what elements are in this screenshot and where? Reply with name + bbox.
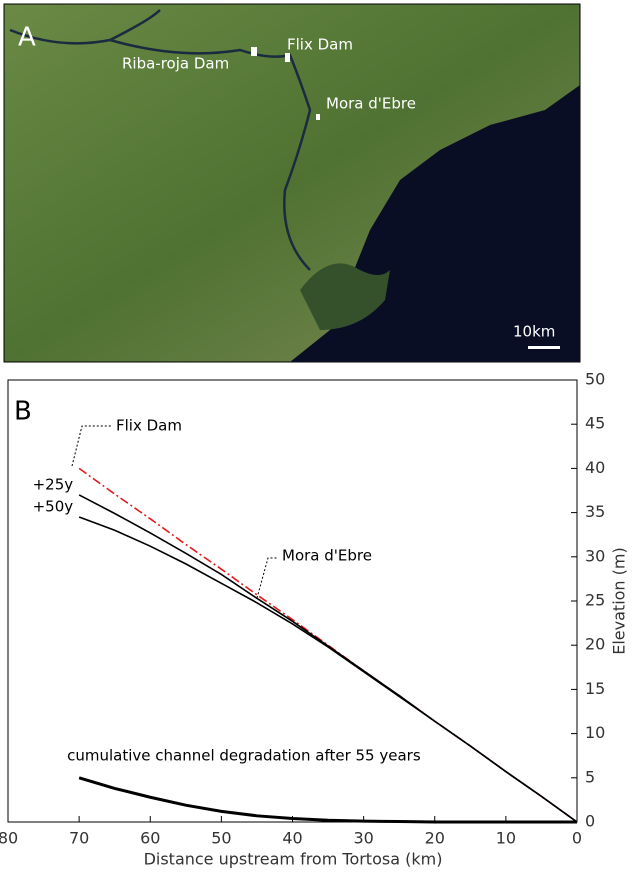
y-axis-label: Elevation (m) [610, 547, 629, 654]
series-line [78, 494, 578, 823]
y-tick-label: 25 [585, 591, 605, 610]
y-tick-label: 30 [585, 546, 605, 565]
panel-label: A [18, 23, 36, 53]
x-tick-label: 50 [211, 829, 231, 848]
annotation: Mora d'Ebre [282, 547, 372, 565]
series-line [78, 776, 577, 824]
y-tick-label: 20 [585, 635, 605, 654]
series-label: +25y [33, 475, 74, 493]
series-label: +50y [33, 498, 74, 516]
place-label: Mora d'Ebre [326, 95, 416, 113]
dam-marker [285, 53, 290, 62]
y-tick-label: 10 [585, 723, 605, 742]
x-tick-label: 70 [69, 829, 89, 848]
y-tick-label: 35 [585, 502, 605, 521]
panel-label: B [14, 397, 32, 427]
scale-bar [528, 346, 560, 349]
x-tick-label: 40 [282, 829, 302, 848]
series-line [78, 516, 578, 823]
y-tick-label: 15 [585, 679, 605, 698]
annotation: Flix Dam [116, 417, 182, 435]
annotation-leader [71, 425, 112, 467]
x-tick-label: 20 [425, 829, 445, 848]
y-tick-label: 5 [585, 767, 595, 786]
y-tick-label: 50 [585, 370, 605, 389]
x-tick-label: 80 [0, 829, 18, 848]
scale-label: 10km [513, 323, 555, 341]
chart: B Distance upstream from Tortosa (km) El… [0, 370, 629, 869]
x-tick-label: 30 [353, 829, 373, 848]
annotation-leader [256, 557, 278, 599]
y-tick-label: 40 [585, 458, 605, 477]
place-label: Riba-roja Dam [122, 55, 229, 73]
delta [300, 263, 390, 330]
place-label: Flix Dam [287, 36, 353, 54]
x-tick-label: 0 [572, 829, 582, 848]
x-tick-label: 10 [496, 829, 516, 848]
town-marker [316, 114, 320, 120]
y-tick-label: 0 [585, 812, 595, 831]
satellite-map: A Riba-roja Dam Flix Dam Mora d'Ebre 10k… [3, 3, 581, 363]
x-axis-label: Distance upstream from Tortosa (km) [144, 850, 443, 869]
river [9, 9, 312, 271]
x-tick-label: 60 [140, 829, 160, 848]
series-label: cumulative channel degradation after 55 … [67, 746, 421, 764]
y-tick-label: 45 [585, 414, 605, 433]
dam-marker [251, 47, 257, 56]
